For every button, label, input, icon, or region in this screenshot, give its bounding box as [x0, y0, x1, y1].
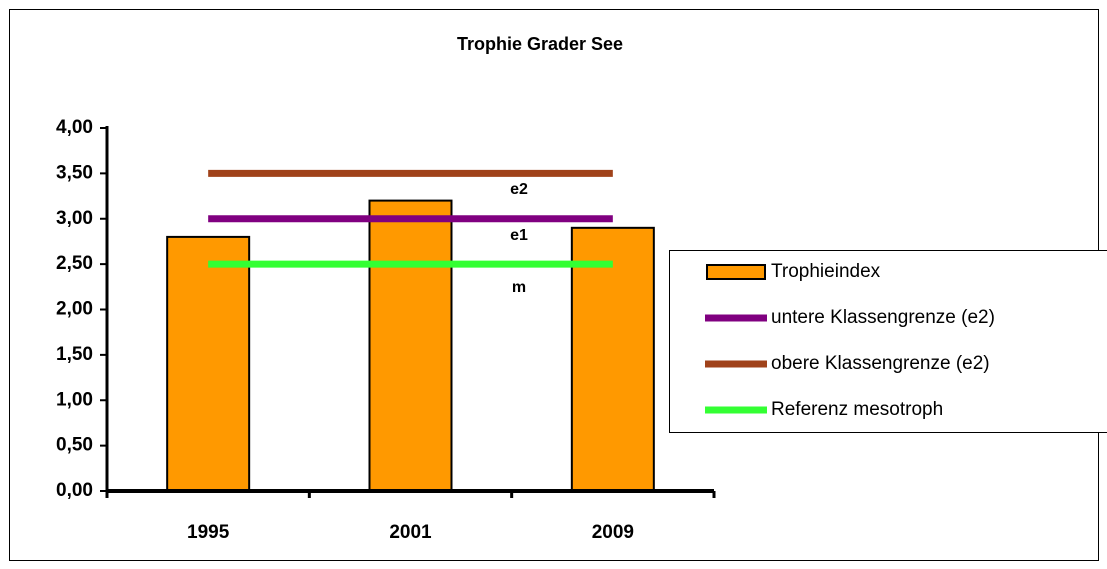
annotation: e2: [510, 181, 528, 198]
x-tick-label: 1995: [187, 522, 230, 543]
y-tick-label: 2,50: [56, 253, 93, 274]
y-tick-label: 0,00: [56, 480, 93, 501]
annotation: m: [512, 279, 526, 296]
bar: [368, 199, 453, 492]
y-tick-label: 1,00: [56, 389, 93, 410]
y-tick-label: 4,00: [56, 117, 93, 138]
x-tick-label: 2009: [592, 522, 634, 543]
legend-label: untere Klassengrenze (e2): [771, 307, 995, 328]
legend-label: obere Klassengrenze (e2): [771, 353, 990, 374]
chart-title: Trophie Grader See: [457, 34, 623, 54]
y-tick-label: 3,50: [56, 162, 93, 183]
legend-label: Referenz mesotroph: [771, 399, 943, 420]
bar: [166, 235, 251, 492]
y-tick-label: 3,00: [56, 208, 93, 229]
legend-label: Trophieindex: [771, 261, 881, 282]
annotation: e1: [510, 227, 528, 244]
legend-box: [669, 250, 1107, 433]
x-tick-label: 2001: [389, 522, 432, 543]
y-tick-label: 1,50: [56, 344, 93, 365]
y-tick-label: 0,50: [56, 435, 93, 456]
y-tick-label: 2,00: [56, 299, 93, 320]
legend-swatch: [706, 264, 766, 280]
